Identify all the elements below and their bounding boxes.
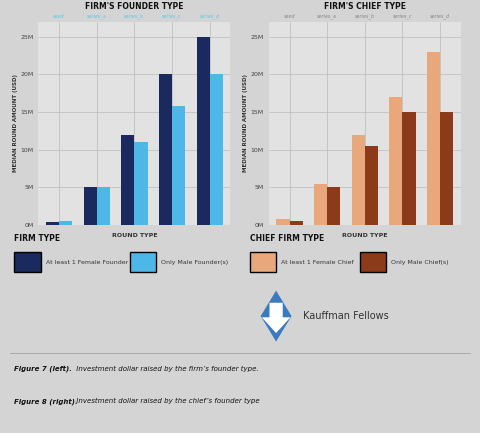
Bar xyxy=(159,74,172,225)
Text: Figure 8 (right).: Figure 8 (right). xyxy=(14,398,78,405)
Y-axis label: MEDIAN ROUND AMOUNT (USD): MEDIAN ROUND AMOUNT (USD) xyxy=(243,74,248,172)
Text: series_c: series_c xyxy=(162,14,182,19)
Bar xyxy=(352,135,365,225)
X-axis label: ROUND TYPE: ROUND TYPE xyxy=(112,233,157,238)
Text: 20.0M: 20.0M xyxy=(214,79,218,94)
Text: Investment dollar raised by the chief’s founder type: Investment dollar raised by the chief’s … xyxy=(74,398,260,404)
Bar xyxy=(389,97,402,225)
Text: 11.0M: 11.0M xyxy=(139,145,143,160)
Text: At least 1 Female Chief: At least 1 Female Chief xyxy=(281,260,353,265)
Text: 15.8M: 15.8M xyxy=(177,110,180,125)
Text: 0.4M: 0.4M xyxy=(50,222,55,235)
Bar xyxy=(327,187,340,225)
Bar xyxy=(196,37,210,225)
Text: Only Male Founder(s): Only Male Founder(s) xyxy=(161,260,228,265)
Text: 20.0M: 20.0M xyxy=(164,79,168,94)
Text: 0.8M: 0.8M xyxy=(281,219,285,231)
X-axis label: ROUND TYPE: ROUND TYPE xyxy=(342,233,387,238)
Polygon shape xyxy=(261,291,291,342)
Text: At least 1 Female Founder: At least 1 Female Founder xyxy=(46,260,128,265)
Text: series_c: series_c xyxy=(393,14,412,19)
Text: Investment dollar raised by the firm’s founder type.: Investment dollar raised by the firm’s f… xyxy=(74,365,259,372)
Text: CHIEF FIRM TYPE: CHIEF FIRM TYPE xyxy=(250,234,324,243)
Text: 23.0M: 23.0M xyxy=(432,57,435,72)
Bar xyxy=(427,52,440,225)
Text: Kauffman Fellows: Kauffman Fellows xyxy=(302,311,388,321)
FancyBboxPatch shape xyxy=(14,252,41,272)
Text: 0.5M: 0.5M xyxy=(64,222,68,234)
Text: 17.0M: 17.0M xyxy=(394,101,398,116)
Bar xyxy=(440,112,453,225)
FancyBboxPatch shape xyxy=(360,252,386,272)
Text: Only Male Chief(s): Only Male Chief(s) xyxy=(391,260,449,265)
Text: FIRM TYPE: FIRM TYPE xyxy=(14,234,60,243)
Title: AMOUNT RAISED BY
FIRM'S FOUNDER TYPE: AMOUNT RAISED BY FIRM'S FOUNDER TYPE xyxy=(85,0,184,11)
Bar xyxy=(172,106,185,225)
FancyBboxPatch shape xyxy=(130,252,156,272)
Bar xyxy=(121,135,134,225)
Polygon shape xyxy=(262,303,290,333)
Text: seed: seed xyxy=(53,14,65,19)
Text: 15.0M: 15.0M xyxy=(444,116,449,131)
Text: 5.0M: 5.0M xyxy=(101,189,105,201)
Bar xyxy=(46,222,59,225)
Text: series_a: series_a xyxy=(87,14,107,19)
Text: 5.4M: 5.4M xyxy=(319,186,323,198)
Text: series_b: series_b xyxy=(124,14,144,19)
Text: Figure 7 (left).: Figure 7 (left). xyxy=(14,365,72,372)
Text: seed: seed xyxy=(284,14,295,19)
Title: AMOUNT RAISED BY
FIRM'S CHIEF TYPE: AMOUNT RAISED BY FIRM'S CHIEF TYPE xyxy=(322,0,408,11)
Text: 15.0M: 15.0M xyxy=(407,116,411,131)
Bar xyxy=(289,221,303,225)
Bar xyxy=(276,219,289,225)
Text: series_b: series_b xyxy=(355,14,375,19)
Text: series_a: series_a xyxy=(317,14,337,19)
Text: 10.5M: 10.5M xyxy=(370,149,373,164)
Text: 0.5M: 0.5M xyxy=(294,222,298,234)
Text: 12.0M: 12.0M xyxy=(126,137,130,153)
Bar xyxy=(134,142,147,225)
Text: 5.0M: 5.0M xyxy=(332,189,336,201)
Bar xyxy=(314,184,327,225)
Text: series_d: series_d xyxy=(430,14,450,19)
FancyBboxPatch shape xyxy=(250,252,276,272)
Bar xyxy=(84,187,97,225)
Y-axis label: MEDIAN ROUND AMOUNT (USD): MEDIAN ROUND AMOUNT (USD) xyxy=(12,74,17,172)
Text: 12.0M: 12.0M xyxy=(356,137,360,153)
Bar xyxy=(402,112,416,225)
Bar xyxy=(59,221,72,225)
Text: 25.0M: 25.0M xyxy=(201,42,205,58)
Text: 5.0M: 5.0M xyxy=(88,189,92,201)
Text: series_d: series_d xyxy=(200,14,220,19)
Bar xyxy=(365,146,378,225)
Bar xyxy=(97,187,110,225)
Bar xyxy=(210,74,223,225)
